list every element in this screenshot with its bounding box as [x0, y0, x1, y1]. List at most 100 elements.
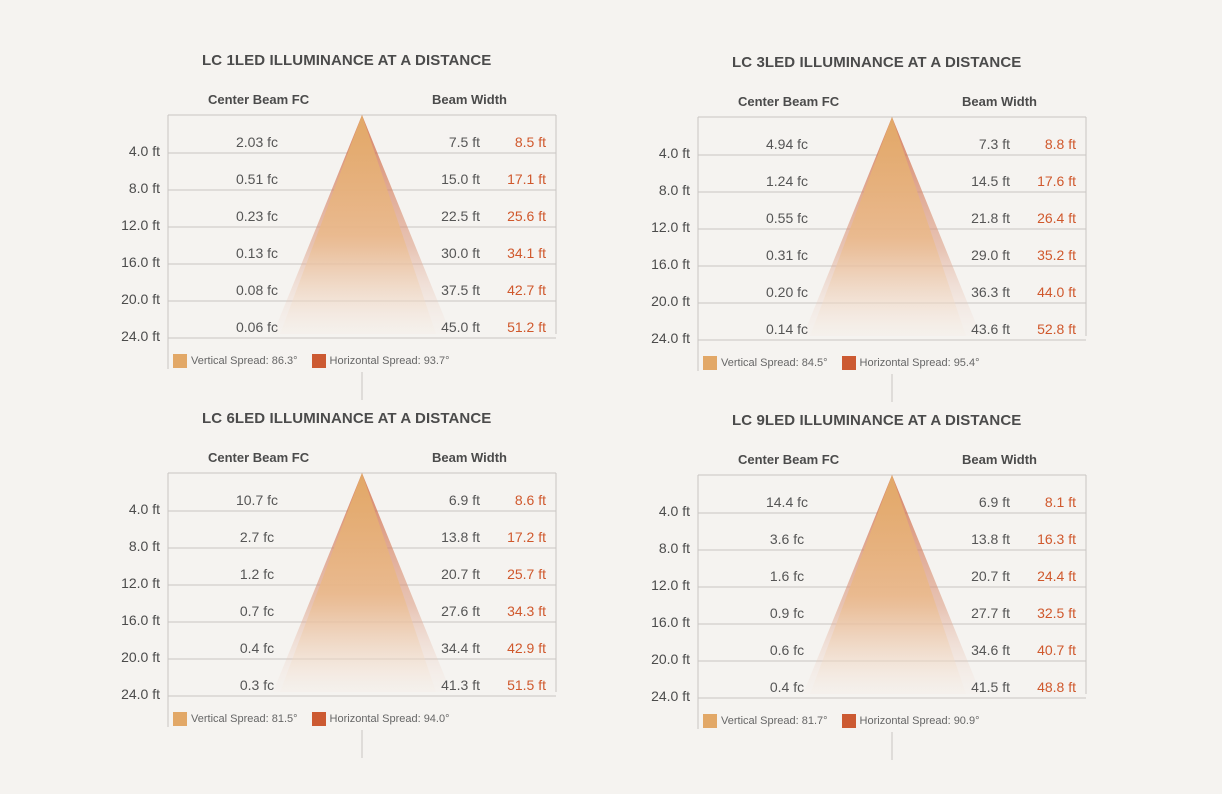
beam-width-vertical-value: 6.9 ft — [978, 494, 1010, 510]
distance-label: 4.0 ft — [658, 503, 690, 519]
distance-label: 8.0 ft — [658, 540, 690, 556]
beam-width-vertical-value: 6.9 ft — [448, 492, 480, 508]
center-beam-value: 2.7 fc — [239, 529, 275, 545]
lc-1led-panel: LC 1LED ILLUMINANCE AT A DISTANCE Center … — [110, 52, 690, 422]
legend-swatch — [173, 712, 187, 726]
legend-text: Vertical Spread: 81.7° — [721, 715, 828, 727]
distance-label: 24.0 ft — [121, 328, 160, 344]
center-beam-value: 0.23 fc — [235, 208, 279, 224]
distance-label: 24.0 ft — [121, 686, 160, 702]
beam-width-horizontal-value: 8.6 ft — [514, 492, 546, 508]
horizontal-spread-legend: Horizontal Spread: 90.9° — [841, 714, 980, 728]
beam-width-vertical-value: 15.0 ft — [441, 171, 480, 187]
chart-title: LC 6LED ILLUMINANCE AT A DISTANCE — [202, 410, 492, 427]
legend-swatch — [703, 356, 717, 370]
distance-label: 24.0 ft — [651, 688, 690, 704]
distance-label: 20.0 ft — [651, 293, 690, 309]
beam-width-header: Beam Width — [962, 94, 1037, 109]
beam-width-vertical-value: 36.3 ft — [971, 284, 1010, 300]
vertical-beam-cone — [280, 115, 436, 334]
legend-text: Vertical Spread: 86.3° — [191, 355, 298, 367]
beam-width-horizontal-value: 48.8 ft — [1037, 679, 1076, 695]
beam-width-horizontal-value: 51.5 ft — [507, 677, 546, 693]
beam-width-vertical-value: 30.0 ft — [441, 245, 480, 261]
vertical-beam-cone — [810, 117, 966, 336]
distance-label: 4.0 ft — [128, 501, 160, 517]
horizontal-spread-legend: Horizontal Spread: 93.7° — [311, 354, 450, 368]
horizontal-spread-legend: Horizontal Spread: 94.0° — [311, 712, 450, 726]
beam-width-horizontal-value: 42.7 ft — [507, 282, 546, 298]
beam-width-vertical-value: 34.6 ft — [971, 642, 1010, 658]
beam-width-horizontal-value: 24.4 ft — [1037, 568, 1076, 584]
lc-6led-svg — [167, 472, 557, 758]
vertical-spread-legend: Vertical Spread: 86.3° — [173, 354, 298, 368]
beam-width-vertical-value: 13.8 ft — [971, 531, 1010, 547]
distance-label: 12.0 ft — [121, 217, 160, 233]
distance-label: 8.0 ft — [658, 182, 690, 198]
distance-label: 4.0 ft — [128, 143, 160, 159]
distance-label: 12.0 ft — [651, 219, 690, 235]
beam-width-horizontal-value: 25.7 ft — [507, 566, 546, 582]
beam-width-header: Beam Width — [432, 450, 507, 465]
legend-swatch — [311, 354, 326, 368]
horizontal-spread-legend: Horizontal Spread: 95.4° — [841, 356, 980, 370]
beam-width-horizontal-value: 42.9 ft — [507, 640, 546, 656]
legend-swatch — [841, 714, 856, 728]
distance-label: 24.0 ft — [651, 330, 690, 346]
beam-width-vertical-value: 45.0 ft — [441, 319, 480, 335]
distance-label: 20.0 ft — [121, 291, 160, 307]
center-beam-value: 4.94 fc — [765, 136, 809, 152]
legend: Vertical Spread: 81.7° Horizontal Spread:… — [703, 714, 994, 728]
beam-width-header: Beam Width — [962, 452, 1037, 467]
legend-swatch — [841, 356, 856, 370]
legend: Vertical Spread: 86.3° Horizontal Spread:… — [173, 354, 464, 368]
vertical-beam-cone — [280, 473, 436, 692]
beam-width-horizontal-value: 35.2 ft — [1037, 247, 1076, 263]
distance-label: 8.0 ft — [128, 180, 160, 196]
center-beam-value: 1.2 fc — [239, 566, 275, 582]
beam-width-vertical-value: 21.8 ft — [971, 210, 1010, 226]
beam-width-vertical-value: 43.6 ft — [971, 321, 1010, 337]
vertical-beam-cone — [810, 475, 966, 694]
beam-width-horizontal-value: 44.0 ft — [1037, 284, 1076, 300]
beam-width-horizontal-value: 52.8 ft — [1037, 321, 1076, 337]
lc-1led-svg — [167, 114, 557, 400]
beam-width-horizontal-value: 17.2 ft — [507, 529, 546, 545]
beam-width-header: Beam Width — [432, 92, 507, 107]
center-beam-header: Center Beam FC — [738, 94, 840, 109]
beam-width-horizontal-value: 32.5 ft — [1037, 605, 1076, 621]
center-beam-value: 0.4 fc — [239, 640, 275, 656]
beam-width-vertical-value: 7.3 ft — [978, 136, 1010, 152]
legend-text: Vertical Spread: 84.5° — [721, 357, 828, 369]
beam-width-vertical-value: 14.5 ft — [971, 173, 1010, 189]
beam-width-vertical-value: 37.5 ft — [441, 282, 480, 298]
chart-title: LC 9LED ILLUMINANCE AT A DISTANCE — [732, 412, 1022, 429]
beam-width-vertical-value: 22.5 ft — [441, 208, 480, 224]
vertical-spread-legend: Vertical Spread: 84.5° — [703, 356, 828, 370]
center-beam-value: 0.06 fc — [235, 319, 279, 335]
beam-width-vertical-value: 20.7 ft — [441, 566, 480, 582]
beam-width-vertical-value: 41.3 ft — [441, 677, 480, 693]
beam-width-horizontal-value: 34.3 ft — [507, 603, 546, 619]
beam-width-horizontal-value: 8.8 ft — [1044, 136, 1076, 152]
center-beam-value: 0.55 fc — [765, 210, 809, 226]
beam-width-vertical-value: 34.4 ft — [441, 640, 480, 656]
beam-width-vertical-value: 13.8 ft — [441, 529, 480, 545]
center-beam-value: 1.6 fc — [769, 568, 805, 584]
legend-text: Horizontal Spread: 90.9° — [859, 715, 980, 727]
distance-label: 16.0 ft — [121, 254, 160, 270]
center-beam-value: 0.31 fc — [765, 247, 809, 263]
chart-title: LC 1LED ILLUMINANCE AT A DISTANCE — [202, 52, 492, 69]
legend: Vertical Spread: 84.5° Horizontal Spread:… — [703, 356, 994, 370]
center-beam-value: 14.4 fc — [765, 494, 809, 510]
vertical-spread-legend: Vertical Spread: 81.5° — [173, 712, 298, 726]
beam-width-vertical-value: 20.7 ft — [971, 568, 1010, 584]
beam-width-horizontal-value: 26.4 ft — [1037, 210, 1076, 226]
legend: Vertical Spread: 81.5° Horizontal Spread:… — [173, 712, 464, 726]
distance-label: 20.0 ft — [121, 649, 160, 665]
center-beam-value: 3.6 fc — [769, 531, 805, 547]
legend-swatch — [311, 712, 326, 726]
lc-3led-svg — [697, 116, 1087, 402]
distance-label: 8.0 ft — [128, 538, 160, 554]
center-beam-value: 0.20 fc — [765, 284, 809, 300]
